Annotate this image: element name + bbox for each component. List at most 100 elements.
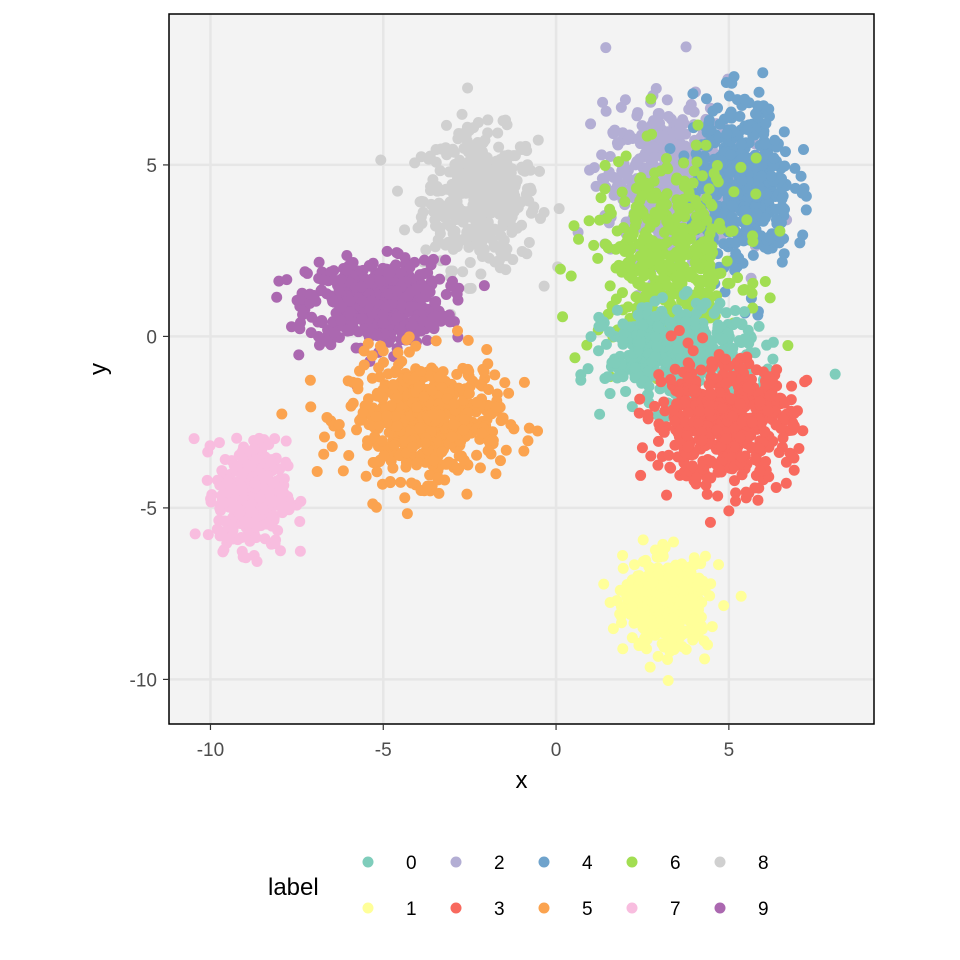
data-point-label-3 [665, 330, 677, 342]
data-point-label-8 [447, 265, 459, 277]
data-point-label-5 [458, 424, 470, 436]
data-point-label-7 [251, 556, 263, 568]
data-point-label-7 [244, 499, 256, 511]
data-point-label-7 [239, 517, 251, 529]
data-point-label-4 [700, 93, 712, 105]
data-point-label-8 [420, 244, 432, 256]
data-point-label-1 [680, 643, 692, 655]
data-point-label-5 [351, 377, 363, 389]
data-point-label-8 [532, 134, 544, 146]
data-point-label-5 [463, 388, 475, 400]
data-point-label-1 [637, 638, 649, 650]
data-point-label-9 [383, 336, 395, 348]
data-point-label-0 [649, 350, 661, 362]
data-point-label-0 [617, 318, 629, 330]
data-point-label-1 [647, 576, 659, 588]
data-point-label-9 [418, 282, 430, 294]
legend-label-7: 7 [670, 899, 681, 920]
data-point-label-5 [419, 437, 431, 449]
data-point-label-1 [663, 570, 675, 582]
data-point-label-0 [620, 385, 632, 397]
x-tick-label: 0 [551, 740, 562, 761]
data-point-label-0 [594, 408, 606, 420]
data-point-label-0 [652, 321, 664, 333]
data-point-label-6 [625, 261, 637, 273]
data-point-label-0 [672, 340, 684, 352]
data-point-label-8 [494, 154, 506, 166]
data-point-label-7 [227, 523, 239, 535]
data-point-label-2 [659, 133, 671, 145]
data-point-label-5 [304, 374, 316, 386]
data-point-label-1 [666, 633, 678, 645]
data-point-label-5 [351, 424, 363, 436]
data-point-label-9 [310, 295, 322, 307]
data-point-label-3 [720, 433, 732, 445]
data-point-label-3 [672, 386, 684, 398]
data-point-label-6 [703, 183, 715, 195]
data-point-label-5 [532, 425, 544, 437]
data-point-label-7 [204, 440, 216, 452]
data-point-label-1 [617, 562, 629, 574]
data-point-label-7 [294, 516, 306, 528]
legend-label-8: 8 [758, 853, 769, 874]
data-point-label-9 [444, 316, 456, 328]
data-point-label-9 [343, 324, 355, 336]
data-point-label-7 [250, 532, 262, 544]
data-point-label-6 [747, 230, 759, 242]
data-point-label-8 [491, 168, 503, 180]
data-point-label-2 [600, 42, 612, 54]
data-point-label-1 [652, 650, 664, 662]
x-tick-label: -10 [197, 740, 224, 761]
data-point-label-4 [723, 167, 735, 179]
data-point-label-5 [474, 379, 486, 391]
data-point-label-3 [658, 426, 670, 438]
legend-label-4: 4 [582, 853, 593, 874]
legend-key-8 [714, 856, 726, 868]
data-point-label-9 [402, 290, 414, 302]
data-point-label-9 [321, 335, 333, 347]
data-point-label-0 [599, 372, 611, 384]
data-point-label-0 [651, 341, 663, 353]
data-point-label-8 [475, 209, 487, 221]
data-point-label-9 [417, 315, 429, 327]
data-point-label-5 [415, 365, 427, 377]
data-point-label-3 [723, 505, 735, 517]
data-point-label-5 [432, 472, 444, 484]
data-point-label-2 [636, 120, 648, 132]
data-point-label-6 [592, 252, 604, 264]
data-point-label-2 [584, 164, 596, 176]
data-point-label-3 [736, 451, 748, 463]
data-point-label-5 [518, 445, 530, 457]
data-point-label-3 [690, 472, 702, 484]
data-point-label-3 [642, 409, 654, 421]
data-point-label-9 [384, 267, 396, 279]
data-point-label-8 [519, 165, 531, 177]
data-point-label-6 [641, 130, 653, 142]
data-point-label-5 [347, 397, 359, 409]
data-point-label-0 [609, 357, 621, 369]
data-point-label-5 [366, 350, 378, 362]
data-point-label-6 [750, 188, 762, 200]
data-point-label-6 [635, 172, 647, 184]
data-point-label-5 [418, 391, 430, 403]
data-point-label-3 [753, 442, 765, 454]
data-point-label-8 [428, 203, 440, 215]
data-point-label-3 [736, 416, 748, 428]
data-point-label-6 [637, 206, 649, 218]
data-point-label-5 [391, 420, 403, 432]
data-point-label-6 [652, 209, 664, 221]
data-point-label-9 [418, 254, 430, 266]
data-point-label-9 [451, 288, 463, 300]
data-point-label-2 [609, 124, 621, 136]
data-point-label-6 [620, 150, 632, 162]
data-point-label-3 [786, 380, 798, 392]
data-point-label-4 [687, 88, 699, 100]
data-point-label-9 [294, 323, 306, 335]
data-point-label-8 [501, 119, 513, 131]
data-point-label-5 [452, 325, 464, 337]
data-point-label-7 [215, 498, 227, 510]
data-point-label-6 [708, 167, 720, 179]
data-point-label-2 [683, 103, 695, 115]
data-point-label-3 [695, 364, 707, 376]
data-point-label-7 [280, 435, 292, 447]
